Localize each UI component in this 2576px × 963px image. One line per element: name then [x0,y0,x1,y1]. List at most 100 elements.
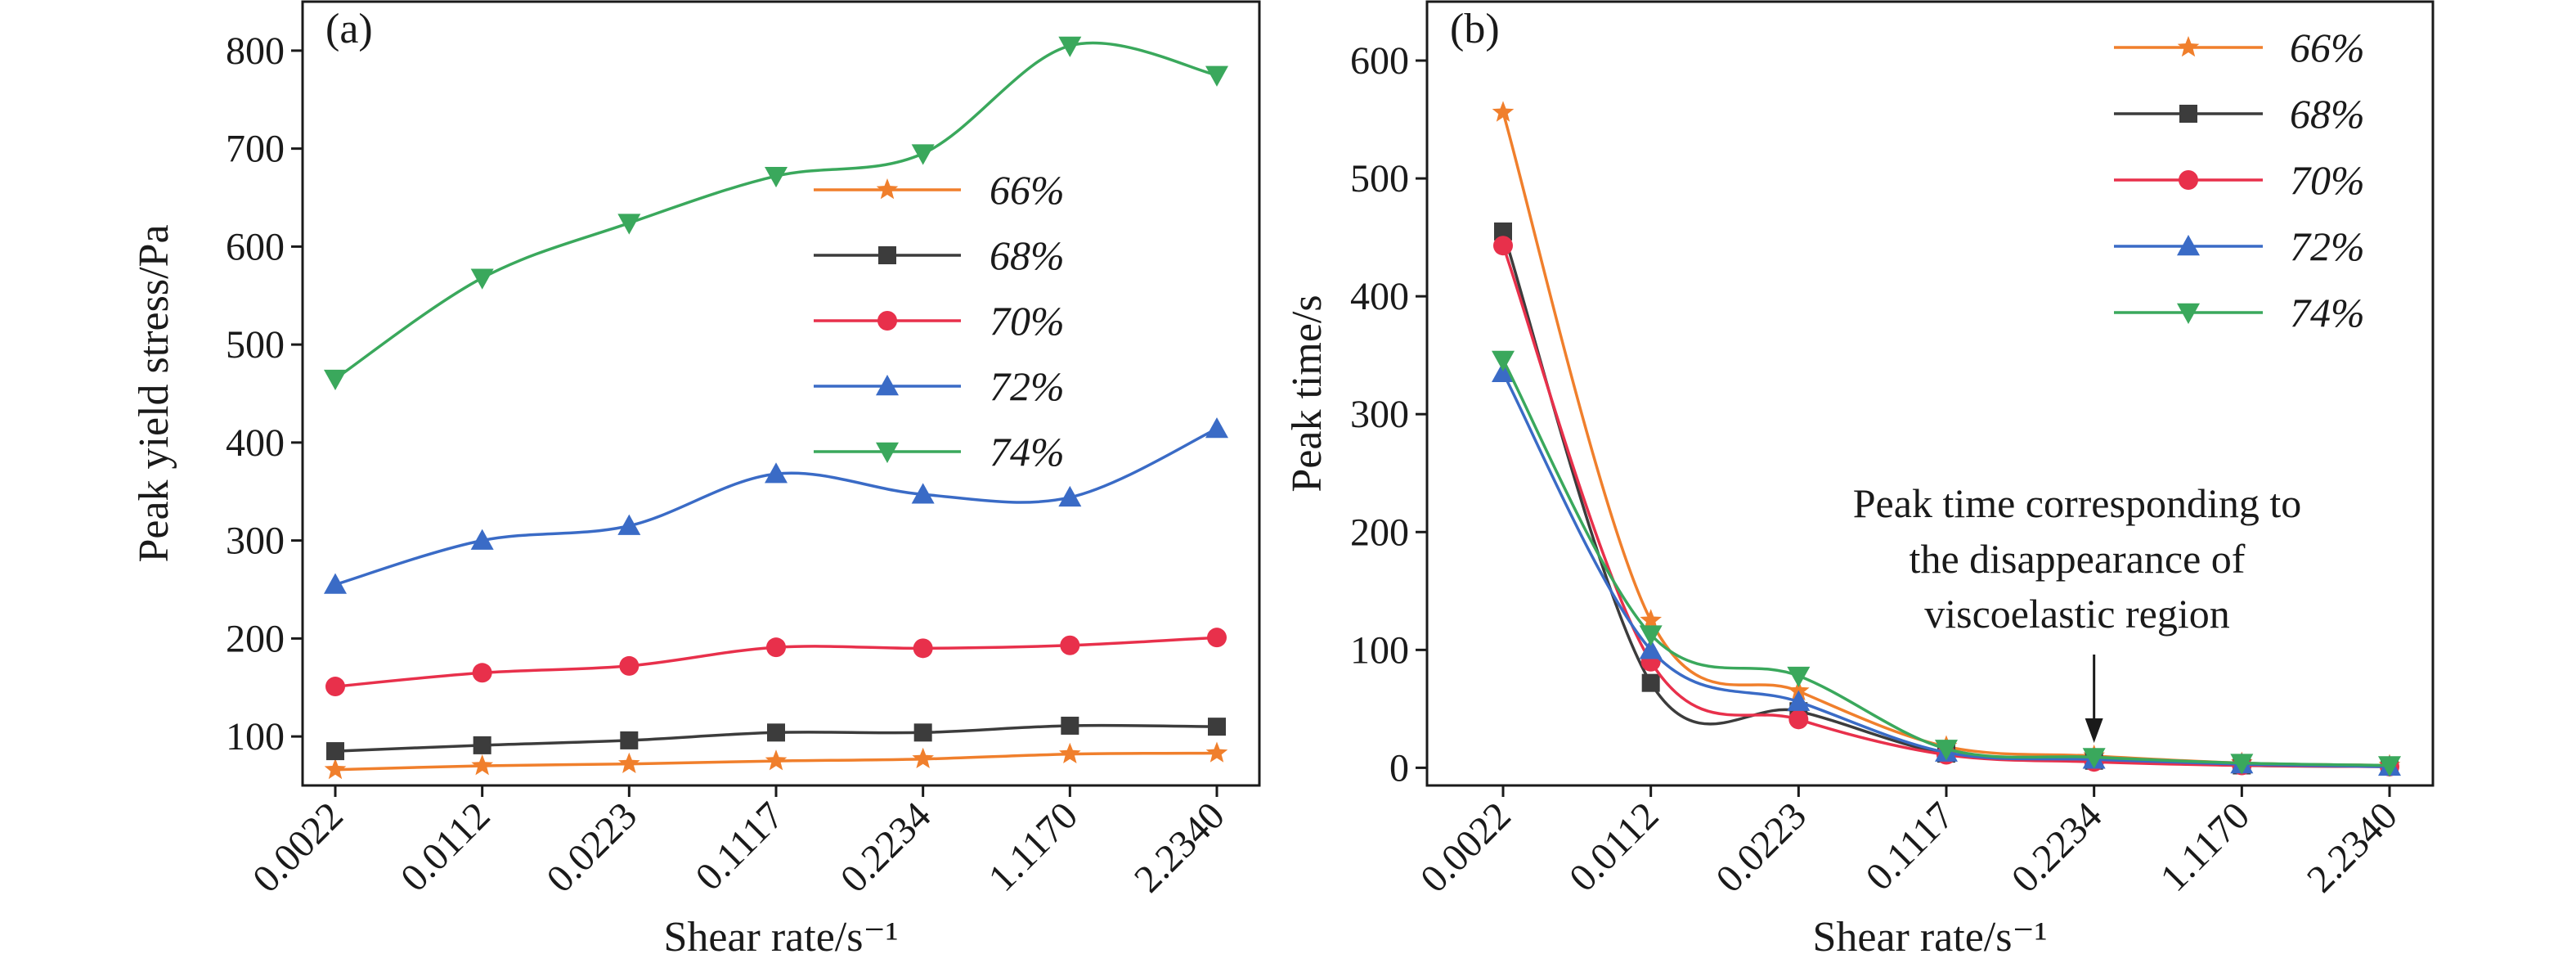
legend-marker [2179,105,2197,123]
legend-entry: 68% [2114,91,2365,137]
data-point [765,462,788,484]
data-point [326,742,344,761]
x-tick-label: 0.1117 [1857,794,1962,898]
data-point [1935,740,1958,761]
data-point [324,758,347,780]
x-tick-label: 2.2340 [2299,794,2406,901]
x-tick-label: 2.2340 [1126,794,1233,901]
annotation: Peak time corresponding to the disappeara… [1853,480,2302,743]
x-tick-label: 0.0223 [1708,794,1815,901]
plot-frame [301,0,1261,787]
data-point [470,268,494,290]
x-tick-label: 0.2234 [832,794,940,901]
legend-label: 66% [2290,25,2365,70]
y-axis-title: Peak yield stress/Pa [131,224,177,562]
data-point [471,754,493,776]
series-66pct [324,741,1228,780]
data-point [912,747,934,768]
data-point [1493,236,1513,256]
panel-label: (a) [325,6,373,52]
x-tick-label: 0.0223 [538,794,645,901]
x-axis-title: Shear rate/s⁻¹ [1812,914,2047,961]
data-point [1205,417,1228,439]
x-tick-label: 0.1117 [687,794,792,898]
legend-entry: 72% [814,363,1065,409]
legend-entry: 72% [2114,223,2365,269]
y-tick-label: 300 [1350,393,1409,436]
data-point [1492,350,1515,371]
data-point [911,144,935,165]
legend-marker [876,442,899,463]
data-point [911,483,935,504]
data-point [766,637,786,658]
legend-label: 70% [990,298,1065,344]
y-tick-label: 400 [1350,275,1409,318]
data-point [1492,361,1515,382]
legend-entry: 68% [814,232,1065,278]
annotation-text: the disappearance of [1910,536,2246,582]
data-point [767,723,785,742]
data-point [1061,716,1079,735]
x-axis-title: Shear rate/s⁻¹ [663,914,898,961]
data-point [618,752,640,773]
data-point [1060,635,1080,655]
legend-entry: 70% [2114,157,2365,203]
legend-label: 68% [990,232,1065,278]
data-point [1205,65,1228,87]
panel-a: 100 200 300 400 500 600 700 800 0.0022 0.0112 0.02… [131,0,1261,961]
y-tick-label: 200 [226,617,285,660]
data-point [472,663,492,683]
y-tick-label: 500 [1350,157,1409,200]
panel-b: 0 100 200 300 400 500 600 0.0022 0.0112 0.0223 0.1… [1284,0,2435,961]
series-72pct [324,417,1228,594]
data-point [2378,756,2401,777]
data-point [1058,36,1082,57]
data-point [1207,628,1227,648]
annotation-text: viscoelastic region [1924,591,2230,637]
annotation-arrow-head [2085,718,2103,743]
legend-label: 68% [2290,91,2365,137]
data-point [1058,485,1082,507]
legend-marker [2179,170,2198,190]
legend-label: 72% [990,363,1065,409]
y-tick-label: 800 [226,29,285,73]
legend-entry: 74% [2114,290,2365,335]
legend-entry: 70% [814,298,1065,344]
data-point [619,655,640,676]
data-point [2230,754,2254,775]
legend-marker [876,375,899,396]
legend-marker [2177,36,2200,57]
y-tick-label: 100 [1350,628,1409,672]
data-point [617,514,641,535]
data-point [325,677,345,697]
data-point [913,723,932,742]
y-axis-title: Peak time/s [1284,295,1331,492]
series-68pct [326,716,1226,761]
y-tick-label: 500 [226,323,285,367]
legend-label: 72% [2290,223,2365,269]
data-point [324,573,347,594]
x-tick-label: 1.1170 [2152,794,2259,900]
data-point [2082,748,2106,769]
y-tick-label: 0 [1389,746,1409,790]
y-tick-label: 400 [226,421,285,465]
y-tick-label: 600 [1350,39,1409,83]
data-point [1639,625,1663,646]
data-point [1494,222,1512,241]
data-point [1639,638,1663,659]
series-70pct [325,628,1227,697]
annotation-text: Peak time corresponding to [1853,480,2302,526]
data-point [617,214,641,235]
series-74pct [1492,350,2401,777]
y-tick-label: 100 [226,715,285,758]
data-point [470,529,494,550]
data-point [1641,673,1660,692]
legend-marker [2177,235,2200,256]
legend-entry: 74% [814,429,1065,475]
series-74pct [324,36,1228,391]
series-line [1501,111,2390,767]
data-point [1492,101,1515,122]
data-point [1788,679,1810,701]
legend-marker [2177,303,2200,324]
